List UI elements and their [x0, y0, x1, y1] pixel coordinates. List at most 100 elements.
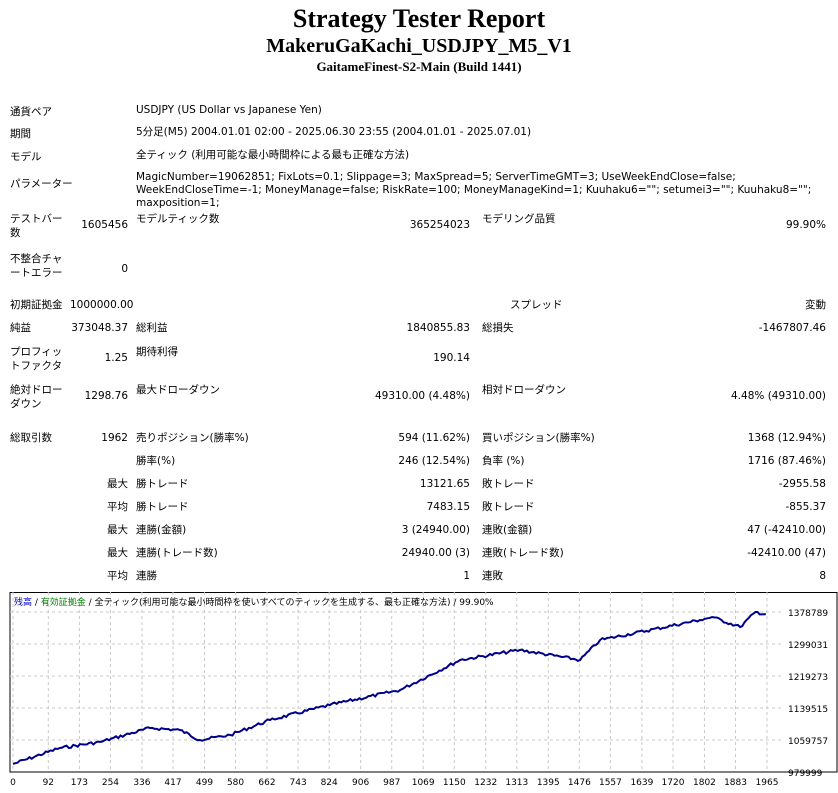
y-tick-label: 979999 — [788, 769, 823, 779]
stat-cons-win-count-label: 連勝(トレード数) — [136, 547, 218, 559]
ea-name: MakeruGaKachi_USDJPY_M5_V1 — [266, 35, 572, 57]
y-tick-label: 1139515 — [788, 705, 828, 715]
stat-avg-loss-label: 敗トレード — [482, 501, 535, 513]
stat-avg-cons-win-label: 連勝 — [136, 570, 157, 582]
y-tick-label: 1059757 — [788, 737, 828, 747]
legend-model: 全ティック(利用可能な最小時間枠を使いすべてのティックを生成する、最も正確な方法… — [95, 596, 451, 608]
x-tick-label: 417 — [164, 778, 181, 788]
stat-avg-cons-win: 1 — [463, 570, 470, 582]
x-tick-label: 0 — [10, 778, 16, 788]
stat-gross-profit: 1840855.83 — [406, 322, 470, 334]
y-tick-label: 1378789 — [788, 609, 828, 619]
label: モデル — [10, 151, 42, 163]
legend-sep: / — [32, 598, 41, 608]
stat-largest-win-label: 勝トレード — [136, 478, 189, 490]
label: 期間 — [10, 128, 31, 140]
stat-pf: 1.25 — [104, 352, 128, 364]
stat-largest-loss: -2955.58 — [778, 478, 826, 490]
stat-abs-dd: 1298.76 — [84, 390, 128, 402]
value: 全ティック (利用可能な最小時間枠による最も正確な方法) — [136, 149, 410, 161]
label: パラメーター — [10, 178, 73, 190]
stat-expected-label: 期待利得 — [136, 346, 178, 358]
stat-avg-cons-loss: 8 — [819, 570, 826, 582]
stat-loss-label: 負率 (%) — [482, 455, 525, 467]
stat-expected: 190.14 — [433, 352, 470, 364]
stat-avg: 平均 — [107, 570, 128, 582]
stat-spread-label: スプレッド — [510, 299, 563, 311]
stat-gross-loss: -1467807.46 — [758, 322, 826, 334]
stat-trades: 1962 — [101, 432, 128, 444]
x-tick-label: 580 — [227, 778, 244, 788]
x-tick-label: 1313 — [505, 778, 528, 788]
value: USDJPY (US Dollar vs Japanese Yen) — [136, 104, 322, 116]
stat-avg-loss: -855.37 — [785, 501, 826, 513]
balance-line — [12, 611, 766, 765]
x-tick-label: 1069 — [412, 778, 435, 788]
stat-gross-loss-label: 総損失 — [482, 322, 514, 334]
x-tick-label: 1232 — [474, 778, 497, 788]
legend-equity: 有効証拠金 — [41, 596, 86, 608]
stat-max-dd-label: 最大ドローダウン — [136, 384, 220, 396]
x-tick-label: 173 — [71, 778, 88, 788]
stat-avg: 平均 — [107, 501, 128, 513]
x-tick-label: 662 — [258, 778, 275, 788]
x-tick-label: 499 — [196, 778, 213, 788]
stat-rel-dd: 4.48% (49310.00) — [731, 390, 826, 402]
value: MagicNumber=19062851; FixLots=0.1; Slipp… — [136, 171, 812, 209]
stat-max-dd: 49310.00 (4.48%) — [375, 390, 470, 402]
stat-long: 1368 (12.94%) — [747, 432, 826, 444]
x-tick-label: 1883 — [724, 778, 747, 788]
stat-largest-win: 13121.65 — [419, 478, 470, 490]
stat-max: 最大 — [107, 547, 128, 559]
x-tick-label: 824 — [321, 778, 338, 788]
stat-cons-loss-money-label: 連敗(金額) — [482, 524, 533, 536]
x-tick-label: 1557 — [599, 778, 622, 788]
x-tick-label: 336 — [133, 778, 150, 788]
report-title: Strategy Tester Report — [292, 4, 546, 33]
legend-quality: 99.90% — [459, 598, 494, 608]
stat-gross-profit-label: 総利益 — [136, 322, 168, 334]
stat-deposit: 1000000.00 — [70, 299, 134, 311]
label: 通貨ペア — [10, 106, 52, 118]
stat-cons-win-money: 3 (24940.00) — [401, 524, 470, 536]
stat-win: 246 (12.54%) — [398, 455, 470, 467]
x-tick-label: 1476 — [568, 778, 591, 788]
stat-bars: 1605456 — [81, 219, 128, 231]
x-tick-label: 1395 — [537, 778, 560, 788]
x-tick-label: 1639 — [630, 778, 653, 788]
stat-cons-loss-count: -42410.00 (47) — [747, 547, 826, 559]
stat-net-label: 純益 — [10, 322, 31, 334]
x-tick-label: 987 — [383, 778, 400, 788]
x-tick-label: 1150 — [443, 778, 466, 788]
stat-bars-label: テストバー数 — [10, 213, 63, 239]
stat-errors-label: 不整合チャートエラー — [10, 253, 63, 279]
stat-deposit-label: 初期証拠金 — [10, 299, 63, 311]
x-tick-label: 743 — [290, 778, 307, 788]
stat-cons-loss-money: 47 (-42410.00) — [747, 524, 826, 536]
stat-avg-cons-loss-label: 連敗 — [482, 570, 503, 582]
legend-balance: 残高 — [14, 596, 32, 608]
stat-trades-label: 総取引数 — [10, 432, 52, 444]
stat-loss: 1716 (87.46%) — [747, 455, 826, 467]
stat-cons-win-money-label: 連勝(金額) — [136, 524, 187, 536]
server-name: GaitameFinest-S2-Main (Build 1441) — [316, 59, 522, 74]
legend-sep: / — [451, 598, 460, 608]
stat-abs-dd-label: 絶対ドローダウン — [10, 384, 63, 410]
stat-max: 最大 — [107, 478, 128, 490]
stat-largest-loss-label: 敗トレード — [482, 478, 535, 490]
stat-long-label: 買いポジション(勝率%) — [482, 432, 595, 444]
stat-short-label: 売りポジション(勝率%) — [136, 432, 249, 444]
value: 5分足(M5) 2004.01.01 02:00 - 2025.06.30 23… — [136, 126, 532, 138]
x-tick-label: 1965 — [756, 778, 779, 788]
x-tick-label: 1720 — [662, 778, 685, 788]
legend-sep: / — [86, 598, 95, 608]
stat-ticks-label: モデルティック数 — [136, 213, 220, 225]
x-tick-label: 1802 — [693, 778, 716, 788]
chart-legend: 残高 / 有効証拠金 / 全ティック(利用可能な最小時間枠を使いすべてのティック… — [14, 596, 494, 608]
stat-ticks: 365254023 — [409, 219, 470, 231]
balance-chart: 0 92 173 254 336 417 499 580 662 743 824 906 987 1069… — [9, 592, 838, 788]
stat-cons-loss-count-label: 連敗(トレード数) — [482, 547, 564, 559]
stat-win-label: 勝率(%) — [136, 455, 176, 467]
stat-rel-dd-label: 相対ドローダウン — [482, 384, 566, 396]
y-tick-label: 1299031 — [788, 641, 828, 651]
